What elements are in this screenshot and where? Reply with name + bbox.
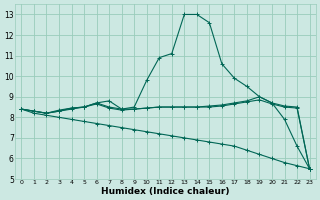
X-axis label: Humidex (Indice chaleur): Humidex (Indice chaleur) bbox=[101, 187, 230, 196]
